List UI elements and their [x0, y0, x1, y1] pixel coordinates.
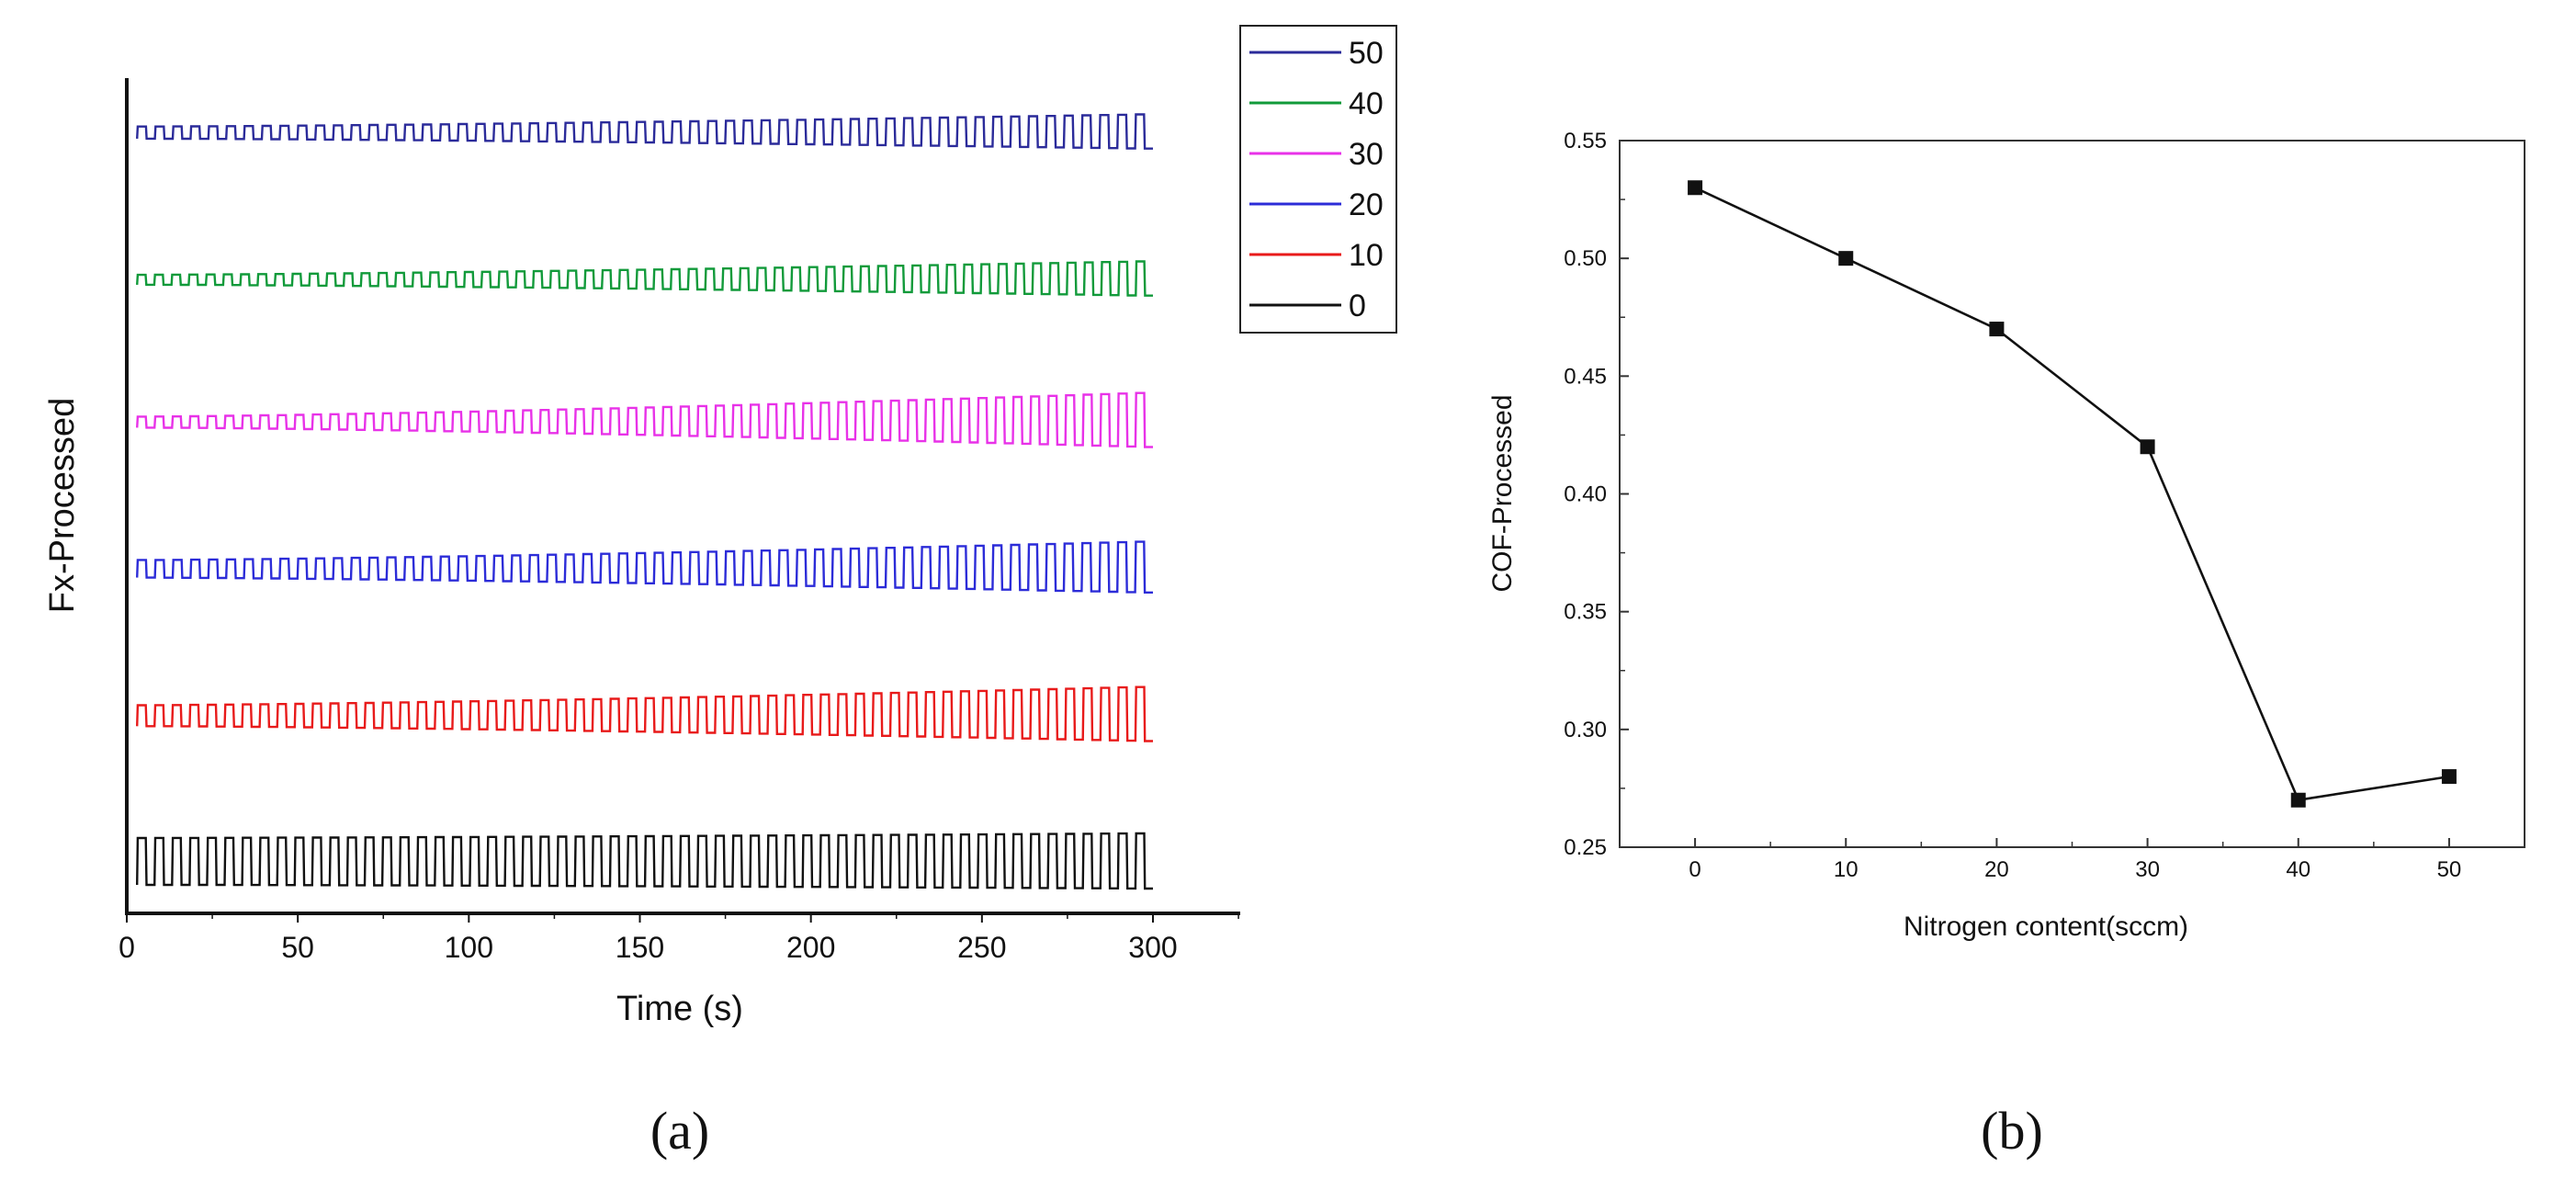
series-trace-20	[136, 540, 1153, 594]
data-point	[2441, 769, 2457, 785]
series-trace-10	[136, 685, 1153, 742]
data-point	[2140, 439, 2155, 455]
x-tick-label: 50	[2437, 857, 2462, 882]
chart-b-points	[1688, 180, 2457, 808]
x-tick-label: 40	[2286, 857, 2310, 882]
y-tick-label: 0.30	[1564, 718, 1607, 742]
x-tick-label: 0	[1689, 857, 1700, 882]
x-tick-label: 30	[2135, 857, 2160, 882]
legend-label-50: 50	[1349, 36, 1384, 71]
y-tick-label: 0.40	[1564, 482, 1607, 507]
panel-label-a: (a)	[650, 1101, 709, 1161]
legend-entries: 50 40 30 20 10 0	[1249, 36, 1384, 323]
series-trace-30	[136, 391, 1153, 448]
x-tick-label: 300	[1128, 931, 1177, 964]
series-trace-50	[136, 113, 1153, 150]
y-tick-label: 0.55	[1564, 129, 1607, 153]
y-tick-label: 0.25	[1564, 835, 1607, 860]
x-tick-label: 100	[445, 931, 493, 964]
x-tick-label: 200	[786, 931, 835, 964]
legend-label-20: 20	[1349, 187, 1384, 222]
chart-b-xlabel: Nitrogen content(sccm)	[1904, 912, 2188, 942]
legend-frame	[1239, 25, 1397, 334]
data-point	[1989, 322, 2005, 337]
x-tick-label: 250	[957, 931, 1006, 964]
x-tick-label: 20	[1984, 857, 2009, 882]
y-tick-label: 0.35	[1564, 600, 1607, 625]
panel-label-b: (b)	[1981, 1101, 2043, 1161]
legend-label-30: 30	[1349, 137, 1384, 172]
x-tick-label: 50	[281, 931, 314, 964]
data-point	[1838, 251, 1854, 266]
data-point	[1688, 180, 1703, 196]
chart-b-ticks: 0 10 20 30 40 50 0.25 0.30 0.35 0.40 0.45 0.50 0.55	[1564, 129, 2461, 882]
chart-b-series-line	[1694, 187, 2450, 802]
chart-b: 0 10 20 30 40 500.250.300.350.400.450.500.55 …	[1487, 129, 2525, 1161]
chart-a-ylabel: Fx-Processed	[43, 398, 82, 613]
chart-a-x-ticks: 0 50 100 150 200 250 300	[119, 913, 1239, 964]
series-trace-0	[136, 832, 1153, 890]
legend-label-0: 0	[1349, 289, 1366, 323]
y-tick-label: 0.45	[1564, 364, 1607, 389]
chart-a: 0 50 100 150 200 250 300 Time (s) Fx-Processed…	[43, 25, 1397, 1161]
chart-b-plot-frame	[1619, 140, 2525, 848]
x-tick-label: 0	[119, 931, 135, 964]
chart-a-legend: 50 40 30 20 10 0	[1239, 25, 1397, 334]
x-tick-label: 10	[1834, 857, 1859, 882]
chart-a-xlabel: Time (s)	[616, 990, 743, 1028]
x-tick-label: 150	[616, 931, 664, 964]
chart-b-ylabel: COF-Processed	[1487, 394, 1518, 592]
legend-label-40: 40	[1349, 86, 1384, 121]
data-point	[2290, 792, 2306, 808]
legend-label-10: 10	[1349, 238, 1384, 273]
chart-a-traces	[136, 113, 1153, 890]
series-trace-40	[136, 260, 1153, 297]
y-tick-label: 0.50	[1564, 246, 1607, 271]
